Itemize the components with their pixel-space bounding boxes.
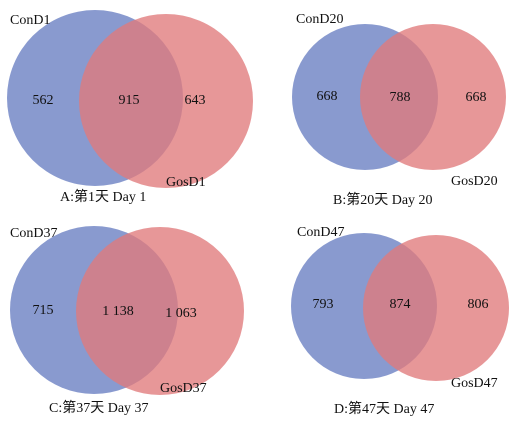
panel-d-caption: D:第47天 Day 47: [334, 402, 435, 417]
panel-b-caption: B:第20天 Day 20: [333, 193, 433, 208]
panel-a-left-set-label: ConD1: [10, 13, 51, 28]
panel-d-right-only-count: 806: [467, 297, 489, 312]
panel-c-overlap-count: 1 138: [102, 304, 134, 319]
panel-a-right-only-count: 643: [184, 93, 206, 108]
panel-c-right-set-label: GosD37: [160, 381, 207, 396]
venn-panel-b: [292, 24, 506, 170]
venn-panel-d: [291, 233, 509, 381]
panel-a-right-circle: [79, 14, 253, 188]
panel-b-left-set-label: ConD20: [296, 12, 344, 27]
panel-b-left-only-count: 668: [316, 89, 338, 104]
panel-b-right-set-label: GosD20: [451, 174, 498, 189]
panel-c-caption: C:第37天 Day 37: [49, 401, 149, 416]
venn-panel-c: [10, 226, 244, 395]
panel-c-right-circle: [76, 227, 244, 395]
panel-d-right-circle: [363, 235, 509, 381]
panel-c-right-only-count: 1 063: [165, 306, 197, 321]
panel-a-overlap-count: 915: [118, 93, 140, 108]
panel-b-overlap-count: 788: [389, 90, 411, 105]
panel-c-left-set-label: ConD37: [10, 226, 58, 241]
panel-d-right-set-label: GosD47: [451, 376, 498, 391]
panel-a-right-set-label: GosD1: [166, 175, 206, 190]
panel-c-left-only-count: 715: [32, 303, 54, 318]
panel-d-left-set-label: ConD47: [297, 225, 345, 240]
panel-a-caption: A:第1天 Day 1: [60, 190, 147, 205]
panel-d-overlap-count: 874: [389, 297, 411, 312]
panel-b-right-only-count: 668: [465, 90, 487, 105]
panel-a-left-only-count: 562: [32, 93, 54, 108]
venn-panel-a: [7, 10, 253, 188]
panel-b-right-circle: [360, 24, 506, 170]
panel-d-left-only-count: 793: [312, 297, 334, 312]
